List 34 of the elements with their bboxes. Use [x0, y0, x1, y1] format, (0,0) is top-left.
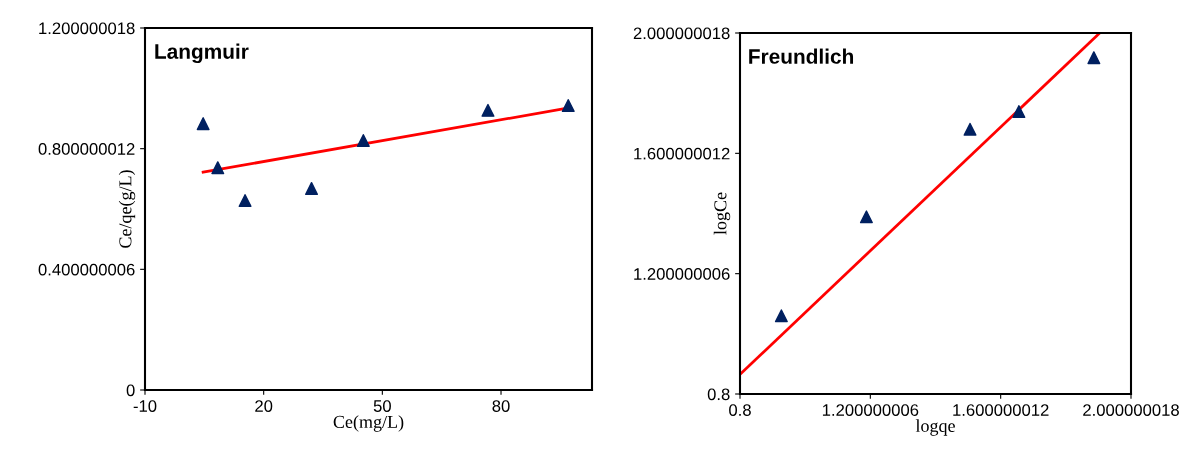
x-axis-title: Ce(mg/L) — [333, 415, 404, 432]
y-tick-label: 0.800000012 — [38, 143, 135, 155]
text: Langmuir — [155, 43, 249, 64]
y-tick-label: 1.200000018 — [39, 22, 135, 35]
x-tick-label: 50 — [373, 400, 391, 412]
y-axis-title: logCe — [713, 192, 731, 235]
y-tick-label: 2.000000018 — [633, 27, 730, 40]
x-tick-label: 80 — [492, 400, 510, 412]
x-tick-label: 1.600000012 — [953, 404, 1049, 416]
point — [859, 210, 873, 224]
point — [305, 181, 319, 195]
y-tick-label: 1.200000006 — [634, 268, 730, 280]
x-tick-label: 20 — [255, 400, 273, 412]
y-tick-label: 1.600000012 — [634, 147, 730, 160]
point — [1087, 51, 1101, 65]
x-tick-label: 0.8 — [729, 404, 751, 416]
x-axis-title: logqe — [915, 419, 955, 436]
point — [1012, 105, 1026, 119]
point — [963, 122, 977, 136]
point — [774, 309, 788, 323]
text: Freundlich — [749, 48, 854, 64]
x-tick-label: 2.000000018 — [1083, 404, 1179, 416]
point — [356, 134, 370, 148]
point — [238, 194, 252, 208]
y-tick-label: 0.8 — [707, 388, 730, 401]
x-tick-label: -10 — [133, 400, 157, 412]
y-axis-title: Ce/qe(g/L) — [118, 170, 136, 248]
y-tick-label: 0 — [126, 384, 135, 397]
point — [561, 99, 575, 113]
point — [211, 161, 225, 175]
point — [481, 103, 495, 117]
y-tick-label: 0.400000006 — [38, 263, 135, 276]
x-tick-label: 1.200000006 — [822, 404, 919, 416]
point — [196, 117, 210, 131]
